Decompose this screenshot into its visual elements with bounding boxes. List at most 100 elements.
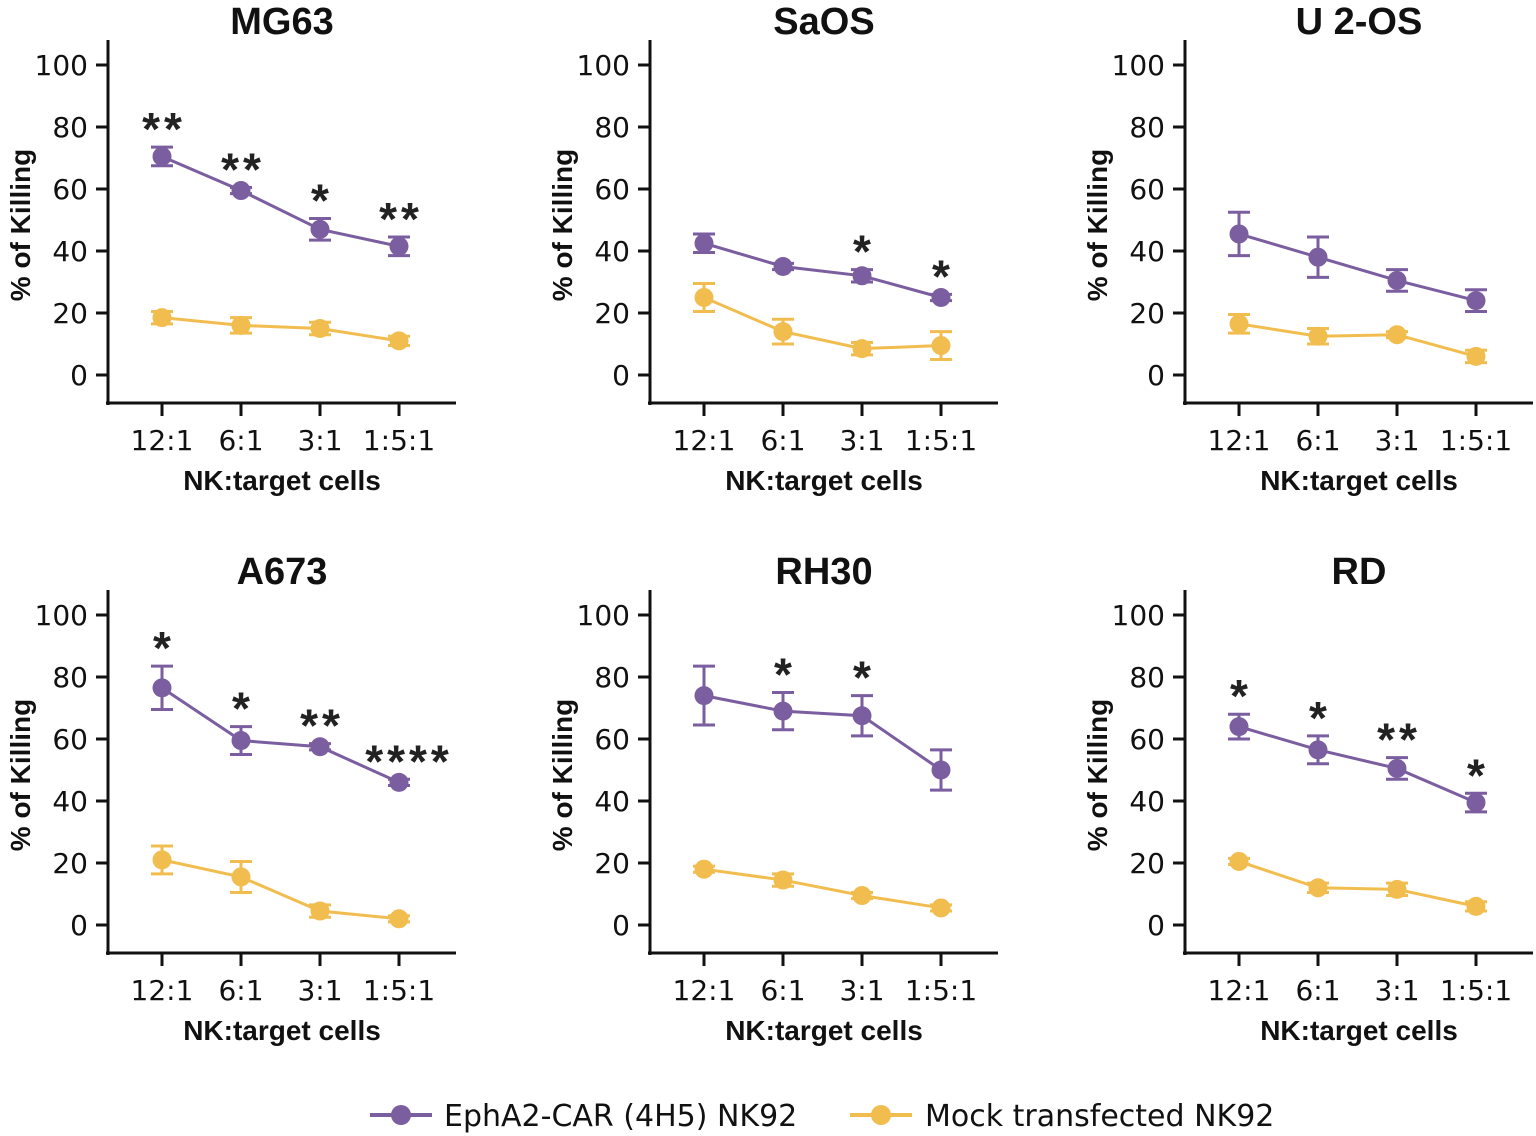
data-point [931,336,951,356]
data-point [389,909,409,929]
data-point [773,701,793,721]
x-tick-label: 3:1 [297,424,342,457]
x-axis-label: NK:target cells [183,465,381,496]
data-point [773,870,793,890]
x-tick-label: 6:1 [218,424,263,457]
data-point [1466,896,1486,916]
y-tick-label: 60 [1129,723,1165,756]
data-point [1229,314,1249,334]
data-point [310,737,330,757]
series-mock [151,308,410,351]
series-line [703,296,942,351]
data-point [931,288,951,307]
data-point [152,308,172,328]
data-point [773,257,793,276]
x-tick-label: 1:5:1 [905,424,977,457]
data-point [1229,717,1249,737]
y-tick-label: 100 [1112,599,1165,632]
x-axis-label: NK:target cells [725,1015,923,1046]
y-tick-label: 80 [52,661,88,694]
y-tick-label: 20 [594,297,630,330]
panel-rh30: RH30 0 20 40 60 80 100 12:1 6:1 3:1 1:5:1 NK:target… [547,551,998,1046]
panel-title: U 2-OS [1296,1,1423,43]
y-tick-label: 0 [70,359,88,392]
y-tick-label: 80 [594,661,630,694]
data-point [1229,224,1249,244]
data-point [389,236,409,256]
y-axis-label: % of Killing [5,699,36,851]
x-tick-label: 6:1 [760,424,805,457]
y-tick-label: 100 [35,599,88,632]
x-axis-label: NK:target cells [725,465,923,496]
data-point [1387,325,1407,345]
x-tick-label: 12:1 [673,974,736,1007]
panel-saos: SaOS 0 20 40 60 80 100 12:1 6:1 3:1 1:5:1 NK:target… [547,1,998,496]
panel-title: RD [1332,551,1387,593]
significance-marker: ** [1377,714,1421,766]
x-tick-label: 1:5:1 [1440,424,1512,457]
y-tick-label: 100 [35,49,88,82]
significance-marker: * [774,649,796,701]
legend: EphA2-CAR (4H5) NK92 Mock transfected NK… [370,1099,1274,1134]
x-tick-label: 6:1 [760,974,805,1007]
y-tick-label: 20 [1129,297,1165,330]
series-car [151,664,410,792]
series-car [151,145,410,258]
x-tick-label: 6:1 [218,974,263,1007]
y-tick-label: 60 [594,173,630,206]
data-point [1308,326,1328,346]
y-axis-label: % of Killing [5,149,36,301]
significance-marker: * [1230,670,1252,722]
y-tick-label: 80 [1129,111,1165,144]
series-mock [693,859,952,918]
series-line [161,155,400,248]
y-tick-label: 20 [594,847,630,880]
series-line [161,316,400,343]
y-tick-label: 100 [577,599,630,632]
data-point [1466,346,1486,366]
x-tick-label: 3:1 [1374,424,1419,457]
data-point [852,706,872,726]
series-mock [1228,313,1487,366]
panel-rd: RD 0 20 40 60 80 100 12:1 6:1 3:1 1:5:1 NK:target c… [1082,551,1533,1046]
y-tick-label: 80 [594,111,630,144]
y-tick-label: 0 [612,909,630,942]
x-axis-label: NK:target cells [1260,465,1458,496]
x-tick-label: 1:5:1 [363,974,435,1007]
y-tick-label: 60 [52,723,88,756]
x-tick-label: 12:1 [1208,424,1271,457]
series-line [1238,232,1477,303]
y-axis-label: % of Killing [547,699,578,851]
y-axis-label: % of Killing [1082,149,1113,301]
data-point [1387,879,1407,899]
data-point [852,266,872,286]
x-tick-label: 12:1 [673,424,736,457]
data-point [1466,291,1486,311]
legend-label-car: EphA2-CAR (4H5) NK92 [444,1099,797,1134]
y-tick-label: 40 [1129,235,1165,268]
panel-title: A673 [237,551,328,593]
series-line [1238,322,1477,358]
data-point [931,898,951,918]
series-line [703,867,942,910]
panel-title: SaOS [773,1,874,43]
panel-mg63: MG63 0 20 40 60 80 100 12:1 6:1 3:1 1:5:1 NK:target… [5,1,456,496]
data-point [1229,851,1249,871]
significance-marker: **** [365,735,453,787]
x-tick-label: 1:5:1 [905,974,977,1007]
x-axis-label: NK:target cells [183,1015,381,1046]
y-tick-label: 20 [52,847,88,880]
significance-marker: * [932,250,954,302]
y-tick-label: 40 [594,785,630,818]
y-tick-label: 100 [1112,49,1165,82]
x-tick-label: 12:1 [1208,974,1271,1007]
panel-title: RH30 [775,551,872,593]
series-line [161,686,400,784]
series-line [161,858,400,921]
data-point [152,146,172,166]
significance-marker: * [1467,749,1489,801]
data-point [389,772,409,792]
data-point [231,731,251,751]
y-tick-label: 60 [594,723,630,756]
y-tick-label: 40 [594,235,630,268]
